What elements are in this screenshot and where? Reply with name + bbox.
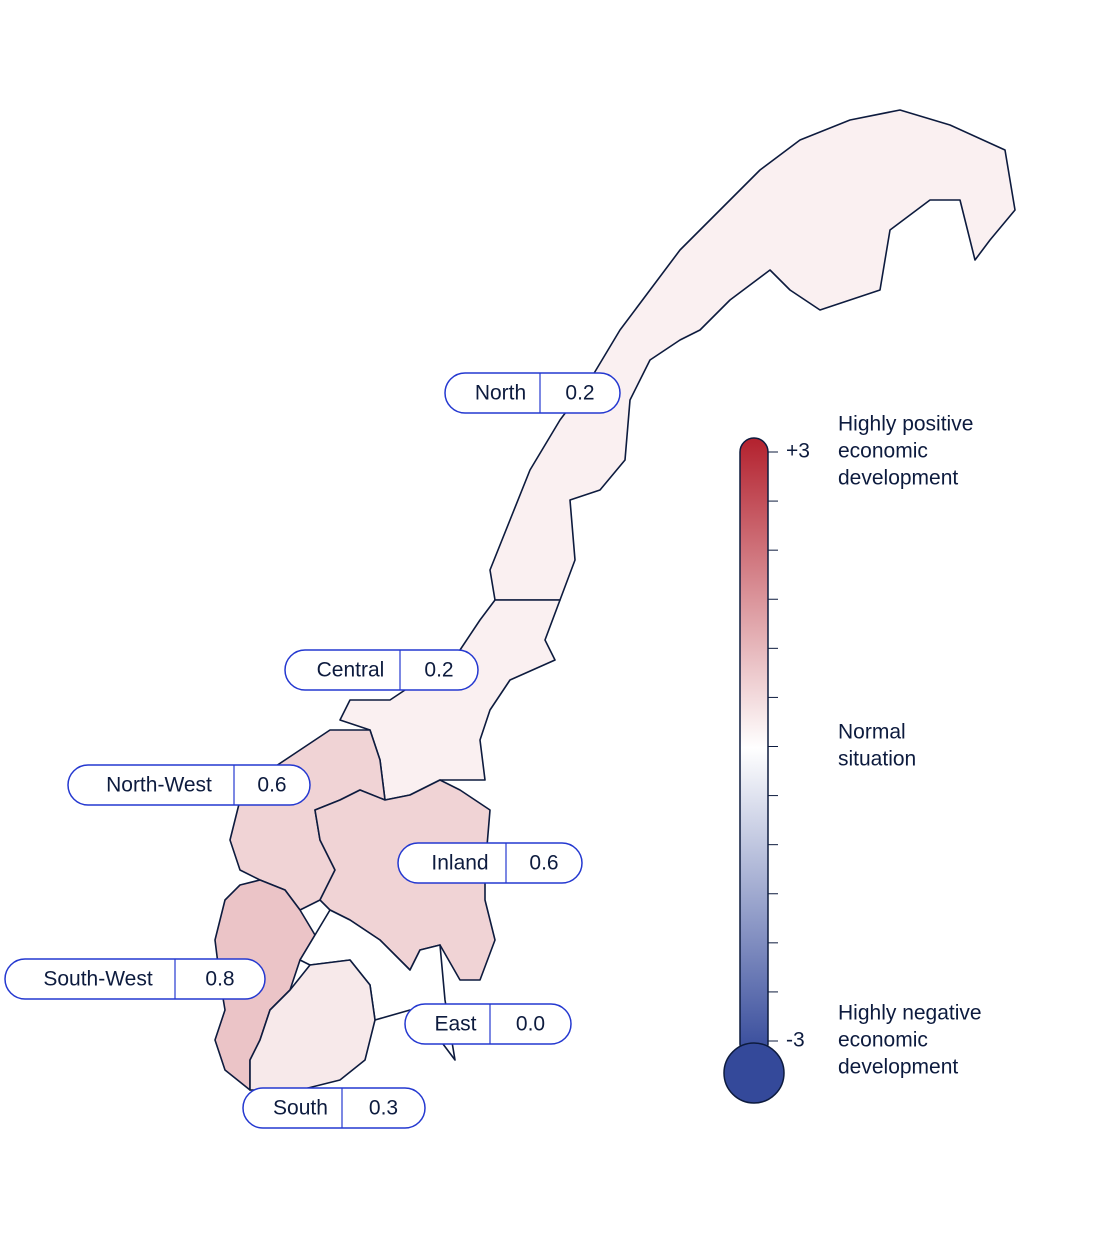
- region-label: East 0.0: [404, 1003, 572, 1045]
- label-pill: [397, 842, 583, 884]
- label-pill: [404, 1003, 572, 1045]
- region: [489, 109, 1016, 601]
- region-label: North 0.2: [444, 372, 621, 414]
- scale-label: +3: [786, 440, 810, 463]
- scale-annotation: economic: [838, 1029, 928, 1052]
- label-pill: [444, 372, 621, 414]
- scale-annotation: development: [838, 467, 958, 490]
- label-pill: [4, 958, 266, 1000]
- region: [249, 959, 376, 1091]
- scale-annotation: economic: [838, 440, 928, 463]
- scale-annotation: situation: [838, 748, 916, 771]
- region-label: South 0.3: [242, 1087, 426, 1129]
- region-value: 0.6: [529, 852, 558, 875]
- region-value: 0.8: [205, 968, 234, 991]
- region-value: 0.3: [369, 1097, 398, 1120]
- region-name: South: [273, 1097, 328, 1120]
- thermometer-bulb: [723, 1042, 785, 1104]
- region-name: East: [434, 1013, 476, 1036]
- region-name: Inland: [431, 852, 488, 875]
- region-value: 0.6: [257, 774, 286, 797]
- region: [214, 879, 316, 1091]
- label-pill: [67, 764, 311, 806]
- region-label: Central 0.2: [284, 649, 479, 691]
- region-name: North: [475, 382, 526, 405]
- region-name: Central: [317, 659, 385, 682]
- region-value: 0.2: [565, 382, 594, 405]
- region-label: North-West 0.6: [67, 764, 311, 806]
- scale-annotation: Highly positive: [838, 413, 973, 436]
- region-label: Inland 0.6: [397, 842, 583, 884]
- scale-annotation: Highly negative: [838, 1002, 982, 1025]
- region-label: South-West 0.8: [4, 958, 266, 1000]
- label-pill: [242, 1087, 426, 1129]
- scale-annotation: Normal: [838, 721, 906, 744]
- region-name: South-West: [43, 968, 152, 991]
- region-value: 0.0: [516, 1013, 545, 1036]
- thermometer-tube: [739, 437, 769, 1059]
- region-name: North-West: [106, 774, 212, 797]
- region-value: 0.2: [424, 659, 453, 682]
- label-pill: [284, 649, 479, 691]
- scale-annotation: development: [838, 1056, 958, 1079]
- scale-label: -3: [786, 1029, 805, 1052]
